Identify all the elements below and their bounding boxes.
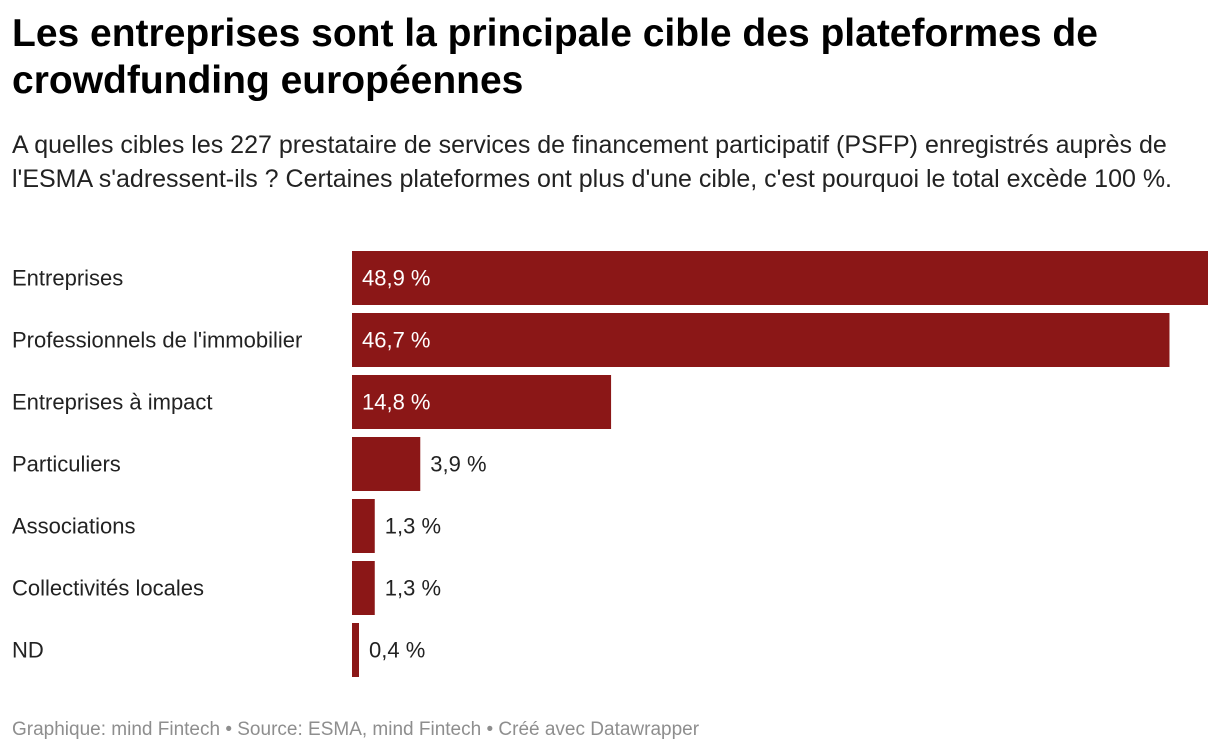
category-label-entreprises-a-impact: Entreprises à impact bbox=[12, 390, 213, 415]
bar-nd bbox=[352, 623, 360, 677]
chart-footer: Graphique: mind Fintech • Source: ESMA, … bbox=[12, 719, 700, 740]
category-label-associations: Associations bbox=[12, 514, 136, 539]
category-label-entreprises: Entreprises bbox=[12, 266, 123, 291]
category-label-particuliers: Particuliers bbox=[12, 452, 121, 477]
value-label-nd: 0,4 % bbox=[369, 638, 425, 663]
chart-title: Les entreprises sont la principale cible… bbox=[12, 12, 1098, 102]
bar-collectivites-locales bbox=[352, 561, 375, 615]
chart-subtitle: A quelles cibles les 227 prestataire de … bbox=[12, 131, 1172, 193]
category-label-nd: ND bbox=[12, 638, 44, 663]
bar-entreprises-a-impact bbox=[352, 375, 612, 429]
category-label-professionnels-de-l-immobilier: Professionnels de l'immobilier bbox=[12, 328, 302, 353]
value-label-entreprises: 48,9 % bbox=[362, 266, 431, 291]
category-label-collectivites-locales: Collectivités locales bbox=[12, 576, 204, 601]
bar-particuliers bbox=[352, 437, 421, 491]
bar-entreprises bbox=[352, 251, 1208, 305]
bar-professionnels-de-l-immobilier bbox=[352, 313, 1170, 367]
value-label-professionnels-de-l-immobilier: 46,7 % bbox=[362, 328, 431, 353]
bar-chart: Entreprises 48,9 % Professionnels de l'imm… bbox=[12, 251, 1208, 677]
bar-associations bbox=[352, 499, 375, 553]
value-label-entreprises-a-impact: 14,8 % bbox=[362, 390, 431, 415]
value-label-particuliers: 3,9 % bbox=[430, 452, 486, 477]
value-label-collectivites-locales: 1,3 % bbox=[385, 576, 441, 601]
value-label-associations: 1,3 % bbox=[385, 514, 441, 539]
